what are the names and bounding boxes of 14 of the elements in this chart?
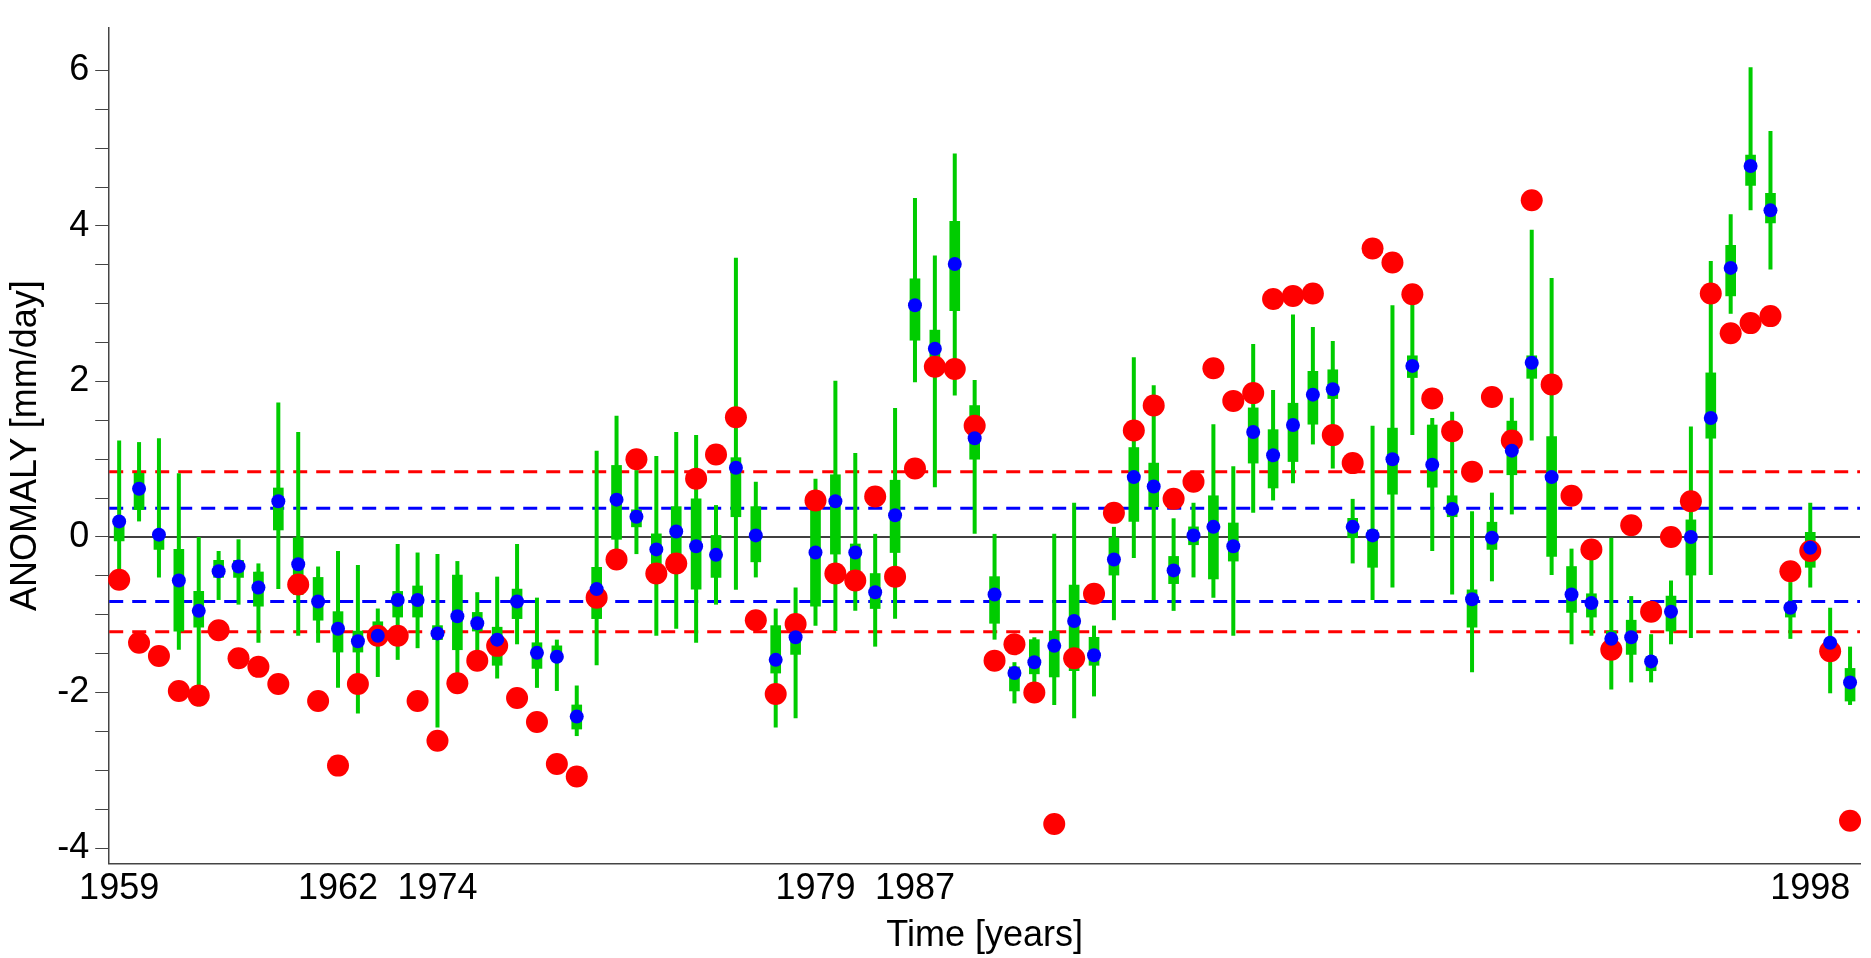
- y-tick-label: 4: [69, 202, 90, 244]
- y-tick-label: -4: [57, 824, 90, 866]
- x-tick-label: 1998: [1770, 866, 1851, 908]
- x-tick-label: 1987: [874, 866, 956, 908]
- x-tick-label: 1962: [297, 866, 379, 908]
- y-tick-label: 0: [69, 513, 90, 555]
- y-tick-label: -2: [57, 669, 90, 711]
- y-tick-label: 2: [69, 358, 90, 400]
- x-tick-label: 1959: [79, 866, 160, 908]
- x-axis-title: Time [years]: [886, 913, 1083, 955]
- y-axis-title: ANOMALY [mm/day]: [2, 280, 44, 611]
- y-tick-label: 6: [69, 47, 90, 89]
- x-tick-label: 1979: [775, 866, 856, 908]
- x-tick-label: 1974: [397, 866, 478, 908]
